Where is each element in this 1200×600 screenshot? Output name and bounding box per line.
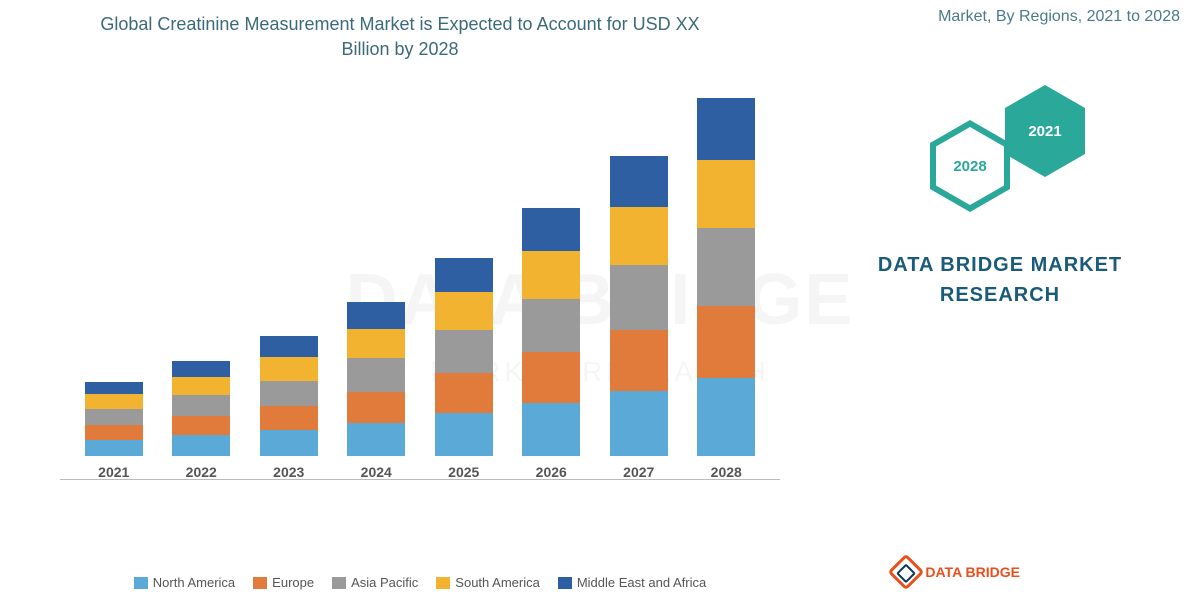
bar-segment	[347, 358, 405, 391]
bar-group: 2023	[254, 336, 324, 480]
bar-segment	[435, 292, 493, 330]
brand-line2: RESEARCH	[940, 284, 1060, 306]
bar-segment	[522, 208, 580, 251]
bar-category-label: 2027	[623, 464, 654, 480]
bar-segment	[435, 258, 493, 292]
bar-stack	[85, 382, 143, 456]
bar-stack	[435, 258, 493, 456]
bar-segment	[260, 406, 318, 430]
bar-segment	[522, 352, 580, 402]
bar-segment	[172, 361, 230, 377]
legend-item: South America	[436, 575, 540, 590]
legend-label: Europe	[272, 575, 314, 590]
bar-group: 2028	[691, 98, 761, 480]
hexagon-from: 2028	[930, 120, 1010, 212]
logo-text-main: DATA BRIDGE	[925, 564, 1020, 580]
bar-category-label: 2021	[98, 464, 129, 480]
bars-container: 2021 2022 2023 2024 2025 2026 2027 2028	[60, 110, 780, 480]
bar-segment	[85, 394, 143, 409]
bar-segment	[435, 373, 493, 413]
bar-category-label: 2026	[536, 464, 567, 480]
legend-label: South America	[455, 575, 540, 590]
bar-group: 2026	[516, 208, 586, 480]
brand-text: DATA BRIDGE MARKET RESEARCH	[830, 250, 1170, 310]
bar-category-label: 2023	[273, 464, 304, 480]
bar-segment	[347, 392, 405, 423]
hexagon-to-label: 2021	[1028, 123, 1061, 140]
bar-segment	[610, 391, 668, 456]
legend-item: North America	[134, 575, 235, 590]
bar-segment	[522, 251, 580, 299]
right-panel: 2028 2021 DATA BRIDGE MARKET RESEARCH	[830, 60, 1170, 460]
hexagon-graphic: 2028 2021	[920, 80, 1100, 220]
legend-label: North America	[153, 575, 235, 590]
legend-swatch	[253, 577, 267, 589]
legend: North America Europe Asia Pacific South Ame…	[60, 575, 780, 590]
bar-segment	[522, 403, 580, 456]
bar-segment	[172, 377, 230, 396]
bar-segment	[435, 330, 493, 373]
bar-group: 2024	[341, 302, 411, 480]
bar-segment	[435, 413, 493, 456]
legend-swatch	[134, 577, 148, 589]
legend-item: Middle East and Africa	[558, 575, 706, 590]
bar-segment	[260, 381, 318, 407]
bar-category-label: 2028	[711, 464, 742, 480]
bar-segment	[172, 416, 230, 435]
chart-title: Global Creatinine Measurement Market is …	[80, 12, 720, 62]
legend-item: Europe	[253, 575, 314, 590]
bar-segment	[347, 329, 405, 359]
bar-segment	[697, 378, 755, 456]
bar-segment	[697, 160, 755, 228]
header-right-text: Market, By Regions, 2021 to 2028	[938, 8, 1180, 26]
bar-segment	[697, 306, 755, 379]
bar-segment	[610, 207, 668, 265]
footer-logo: DATA BRIDGE	[893, 559, 1020, 585]
hexagon-to: 2021	[1005, 85, 1085, 177]
bar-stack	[347, 302, 405, 456]
brand-line1: DATA BRIDGE MARKET	[878, 254, 1122, 276]
legend-swatch	[332, 577, 346, 589]
bar-group: 2025	[429, 258, 499, 480]
bar-group: 2021	[79, 382, 149, 480]
bar-segment	[697, 98, 755, 160]
bar-segment	[85, 440, 143, 456]
bar-segment	[85, 409, 143, 425]
logo-text: DATA BRIDGE	[925, 565, 1020, 579]
bar-segment	[697, 228, 755, 306]
bar-segment	[260, 336, 318, 357]
legend-item: Asia Pacific	[332, 575, 418, 590]
chart-area: 2021 2022 2023 2024 2025 2026 2027 2028	[60, 80, 780, 510]
legend-label: Middle East and Africa	[577, 575, 706, 590]
bar-category-label: 2024	[361, 464, 392, 480]
bar-segment	[522, 299, 580, 352]
legend-swatch	[558, 577, 572, 589]
bar-segment	[260, 357, 318, 381]
bar-segment	[85, 425, 143, 440]
bar-stack	[172, 361, 230, 456]
bar-segment	[610, 265, 668, 330]
bar-segment	[610, 156, 668, 208]
bar-segment	[347, 302, 405, 329]
bar-segment	[347, 423, 405, 456]
logo-mark-icon	[888, 554, 925, 591]
bar-segment	[172, 435, 230, 456]
bar-segment	[172, 395, 230, 416]
bar-segment	[260, 430, 318, 456]
bar-stack	[522, 208, 580, 456]
legend-swatch	[436, 577, 450, 589]
bar-category-label: 2025	[448, 464, 479, 480]
bar-segment	[610, 330, 668, 391]
hexagon-from-inner: 2028	[936, 127, 1004, 205]
bar-stack	[697, 98, 755, 456]
bar-stack	[260, 336, 318, 456]
bar-segment	[85, 382, 143, 394]
bar-stack	[610, 156, 668, 456]
bar-group: 2022	[166, 361, 236, 480]
legend-label: Asia Pacific	[351, 575, 418, 590]
bar-category-label: 2022	[186, 464, 217, 480]
bar-group: 2027	[604, 156, 674, 480]
